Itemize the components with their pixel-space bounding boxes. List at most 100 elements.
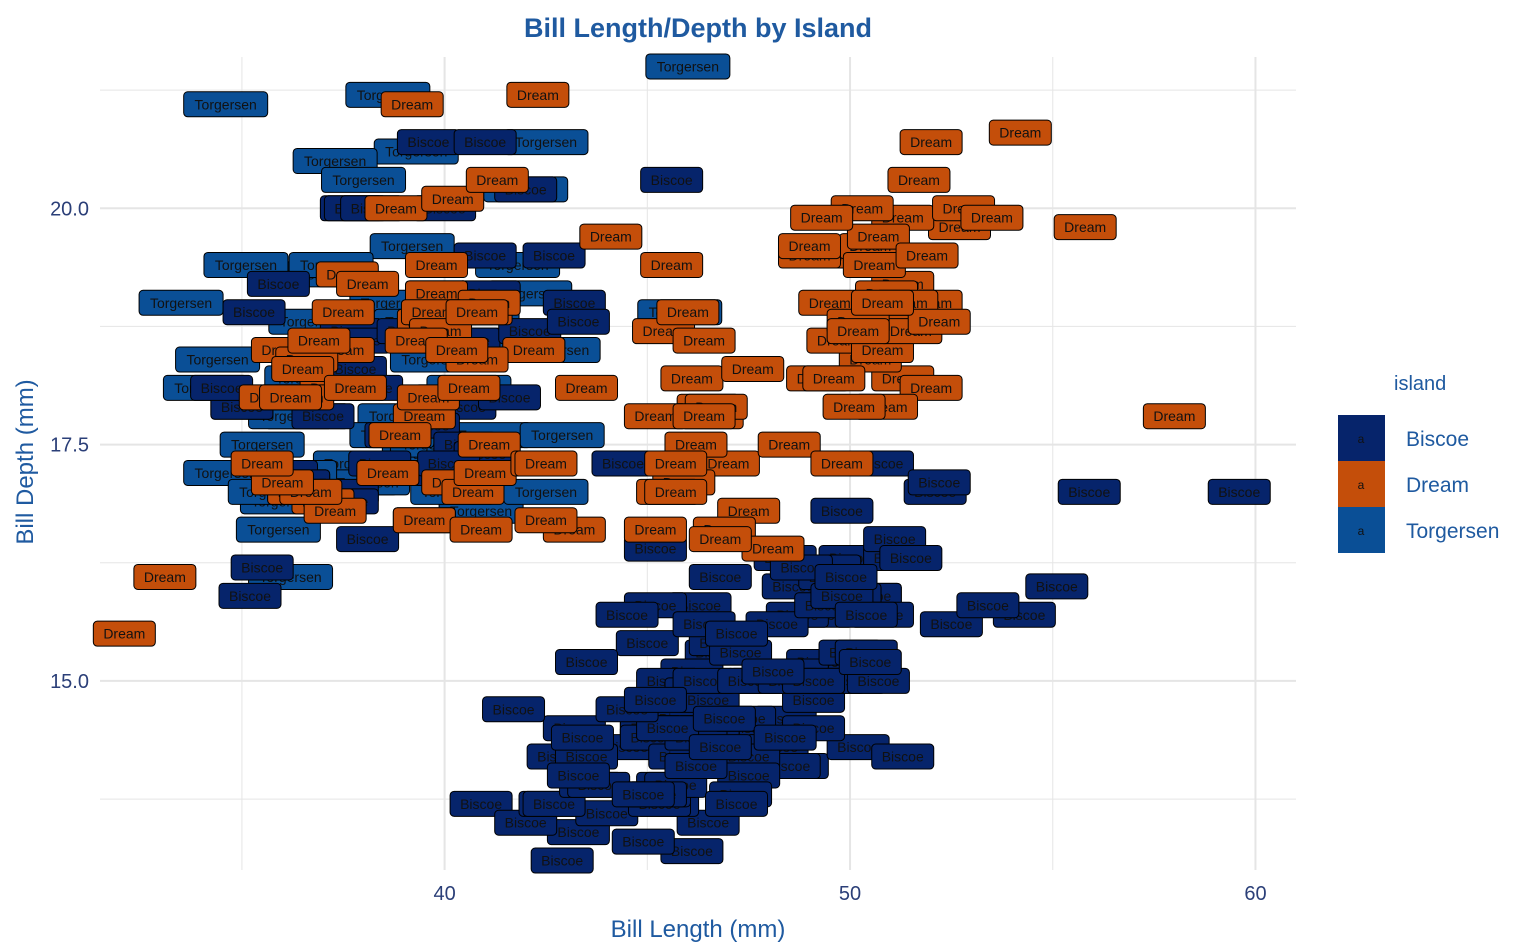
point-label-text: Dream xyxy=(999,125,1041,141)
point-label-text: Dream xyxy=(651,257,693,273)
point-label-text: Torgersen xyxy=(515,484,577,500)
legend: island a Biscoe a Dream a Torgersen xyxy=(1338,373,1499,553)
point-label-biscoe: Biscoe xyxy=(555,649,619,676)
point-label-box xyxy=(514,507,578,534)
point-label-text: Biscoe xyxy=(565,749,607,765)
point-label-text: Biscoe xyxy=(882,749,924,765)
point-label-box xyxy=(555,374,619,401)
point-label-text: Biscoe xyxy=(533,248,575,264)
point-label-box xyxy=(688,563,752,590)
point-label-biscoe: Biscoe xyxy=(907,469,971,496)
point-label-text: Biscoe xyxy=(541,853,583,869)
point-label-text: Biscoe xyxy=(586,805,628,821)
point-label-text: Torgersen xyxy=(195,96,257,112)
point-label-dream: Dream xyxy=(842,251,906,278)
point-label-box xyxy=(183,91,269,118)
point-label-box xyxy=(960,204,1024,231)
point-label-dream: Dream xyxy=(380,91,444,118)
point-label-text: Dream xyxy=(910,380,952,396)
legend-label-biscoe: Biscoe xyxy=(1406,428,1469,451)
point-label-text: Biscoe xyxy=(845,607,887,623)
point-label-biscoe: Biscoe xyxy=(482,696,546,723)
point-label-biscoe: Biscoe xyxy=(530,847,594,874)
point-label-text: Dream xyxy=(590,229,632,245)
point-label-box xyxy=(753,724,817,751)
point-label-dream: Dream xyxy=(960,204,1024,231)
point-label-box xyxy=(595,601,659,628)
point-label-text: Dream xyxy=(566,380,608,396)
point-label-text: Torgersen xyxy=(531,427,593,443)
point-label-box xyxy=(611,781,675,808)
point-label-text: Biscoe xyxy=(229,588,271,604)
point-label-dream: Dream xyxy=(579,223,643,250)
point-label-dream: Dream xyxy=(741,535,805,562)
point-label-text: Dream xyxy=(853,257,895,273)
point-label-text: Biscoe xyxy=(764,730,806,746)
point-label-dream: Dream xyxy=(810,450,874,477)
point-label-dream: Dream xyxy=(887,166,951,193)
point-label-text: Biscoe xyxy=(557,824,599,840)
point-label-dream: Dream xyxy=(822,393,886,420)
point-label-torgersen: Torgersen xyxy=(235,516,321,543)
point-label-dream: Dream xyxy=(688,526,752,553)
point-label-biscoe: Biscoe xyxy=(615,630,679,657)
point-label-text: Biscoe xyxy=(728,767,770,783)
point-label-text: Dream xyxy=(517,87,559,103)
point-label-biscoe: Biscoe xyxy=(230,554,294,581)
point-label-dream: Dream xyxy=(721,355,785,382)
point-label-text: Dream xyxy=(906,248,948,264)
point-label-biscoe: Biscoe xyxy=(453,242,517,269)
x-axis-ticks: 40 50 60 xyxy=(433,883,1266,905)
x-tick-label: 40 xyxy=(433,883,455,905)
point-label-text: Dream xyxy=(367,465,409,481)
point-label-box xyxy=(514,450,578,477)
point-label-dream: Dream xyxy=(336,270,400,297)
point-label-box xyxy=(230,450,294,477)
point-label-box xyxy=(810,497,874,524)
point-label-text: Dream xyxy=(918,314,960,330)
point-label-text: Dream xyxy=(298,333,340,349)
point-label-box xyxy=(705,620,769,647)
point-label-box xyxy=(850,289,914,316)
point-label-text: Biscoe xyxy=(651,172,693,188)
point-label-biscoe: Biscoe xyxy=(1057,478,1121,505)
x-tick-label: 60 xyxy=(1244,883,1266,905)
point-label-text: Biscoe xyxy=(715,626,757,642)
point-label-text: Biscoe xyxy=(606,607,648,623)
point-label-text: Dream xyxy=(752,541,794,557)
point-label-box xyxy=(321,166,407,193)
point-label-text: Dream xyxy=(634,408,676,424)
point-label-box xyxy=(421,185,485,212)
point-label-text: Biscoe xyxy=(565,654,607,670)
point-label-text: Biscoe xyxy=(460,796,502,812)
point-label-text: Biscoe xyxy=(780,559,822,575)
legend-key-glyph: a xyxy=(1358,432,1365,446)
point-label-biscoe: Biscoe xyxy=(688,563,752,590)
point-label-box xyxy=(449,516,513,543)
point-label-text: Biscoe xyxy=(699,739,741,755)
point-label-biscoe: Biscoe xyxy=(879,545,943,572)
point-label-box xyxy=(899,374,963,401)
point-label-text: Dream xyxy=(411,304,453,320)
point-label-biscoe: Biscoe xyxy=(810,497,874,524)
point-label-box xyxy=(623,516,687,543)
y-tick-label: 20.0 xyxy=(50,198,89,220)
point-label-box xyxy=(895,242,959,269)
point-label-box xyxy=(246,270,310,297)
point-label-dream: Dream xyxy=(368,422,432,449)
point-label-text: Biscoe xyxy=(918,474,960,490)
point-label-text: Dream xyxy=(468,437,510,453)
point-label-box xyxy=(506,81,570,108)
point-label-text: Biscoe xyxy=(671,843,713,859)
point-label-text: Dream xyxy=(456,304,498,320)
point-label-dream: Dream xyxy=(907,308,971,335)
point-label-text: Biscoe xyxy=(683,673,725,689)
point-label-biscoe: Biscoe xyxy=(546,762,610,789)
point-label-dream: Dream xyxy=(514,450,578,477)
point-label-biscoe: Biscoe xyxy=(396,129,460,156)
point-label-text: Biscoe xyxy=(837,739,879,755)
point-label-text: Biscoe xyxy=(533,796,575,812)
point-label-biscoe: Biscoe xyxy=(546,308,610,335)
point-label-box xyxy=(1142,403,1206,430)
point-label-text: Biscoe xyxy=(493,701,535,717)
